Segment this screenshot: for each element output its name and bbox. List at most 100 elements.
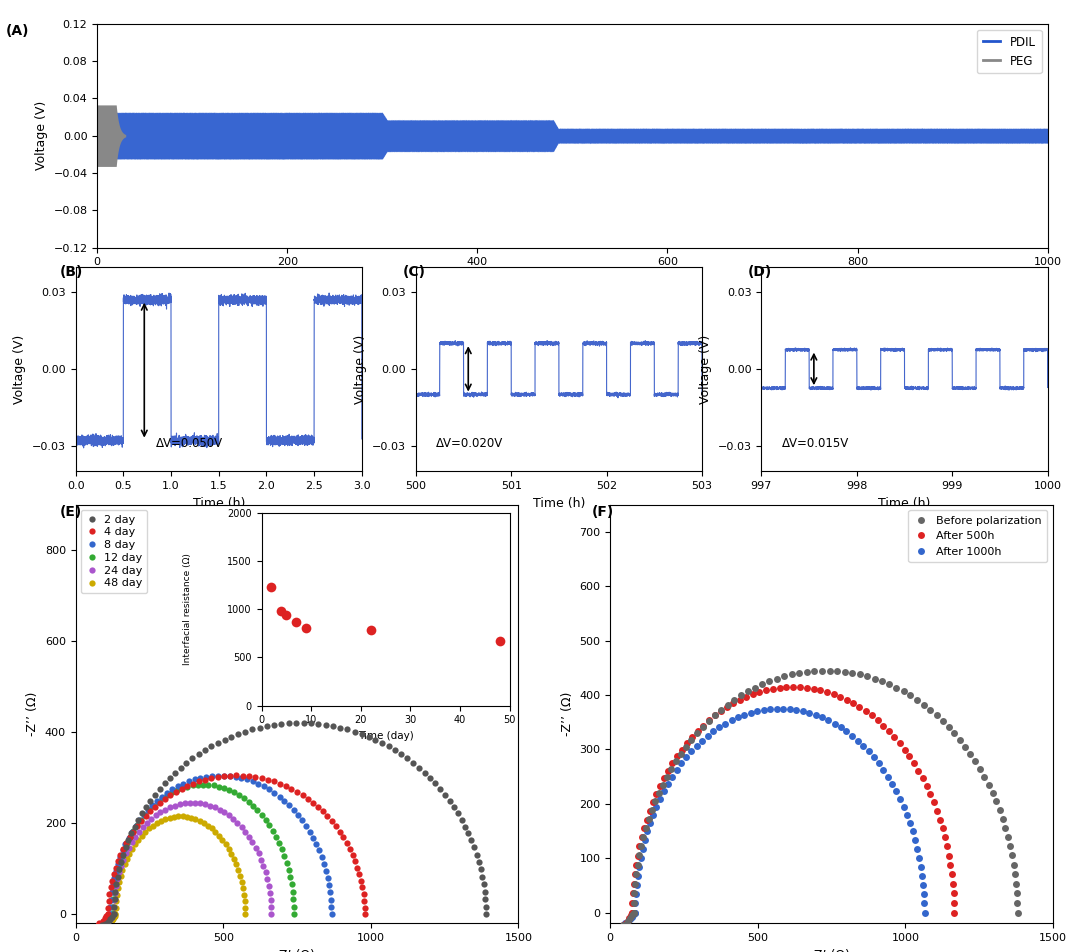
Before polarization — [823, 664, 836, 676]
Line: After 1000h: After 1000h — [608, 705, 928, 946]
Text: (B): (B) — [59, 265, 83, 279]
8 day — [217, 770, 230, 782]
Line: 2 day: 2 day — [87, 720, 489, 944]
8 day — [146, 800, 159, 811]
Before polarization — [604, 942, 617, 952]
4 day — [86, 927, 99, 939]
Before polarization — [617, 920, 630, 931]
After 1000h — [908, 834, 921, 845]
Text: ΔV=0.050V: ΔV=0.050V — [156, 437, 222, 449]
After 500h — [847, 698, 860, 709]
Text: (D): (D) — [747, 265, 771, 279]
Line: 8 day: 8 day — [91, 772, 335, 941]
24 day — [265, 908, 278, 920]
8 day — [92, 925, 105, 937]
Y-axis label: Voltage (V): Voltage (V) — [13, 334, 26, 404]
8 day — [98, 917, 111, 928]
Line: After 500h: After 500h — [608, 684, 958, 951]
Line: 12 day: 12 day — [96, 782, 297, 938]
After 500h — [609, 933, 622, 944]
Y-axis label: Voltage (V): Voltage (V) — [353, 334, 366, 404]
X-axis label: Time (h): Time (h) — [546, 273, 598, 286]
24 day — [100, 916, 113, 927]
X-axis label: Time (h): Time (h) — [192, 497, 245, 509]
12 day — [93, 929, 106, 941]
24 day — [95, 927, 108, 939]
Before polarization — [604, 942, 617, 952]
Before polarization — [617, 923, 630, 935]
Before polarization — [734, 689, 747, 701]
After 1000h — [605, 937, 618, 948]
Legend: 2 day, 4 day, 8 day, 12 day, 24 day, 48 day: 2 day, 4 day, 8 day, 12 day, 24 day, 48 … — [81, 510, 147, 593]
Text: ΔV=0.015V: ΔV=0.015V — [782, 437, 849, 449]
Y-axis label: -Z’’ (Ω): -Z’’ (Ω) — [561, 692, 573, 736]
2 day — [96, 920, 109, 931]
48 day — [104, 915, 117, 926]
8 day — [95, 918, 108, 929]
2 day — [389, 744, 402, 756]
Y-axis label: Voltage (V): Voltage (V) — [35, 101, 48, 170]
8 day — [321, 872, 334, 883]
24 day — [184, 797, 197, 808]
After 500h — [653, 781, 666, 792]
4 day — [346, 849, 359, 861]
Text: ΔV=0.020V: ΔV=0.020V — [436, 437, 503, 449]
12 day — [116, 850, 129, 862]
After 500h — [786, 681, 799, 692]
12 day — [228, 786, 241, 798]
After 500h — [947, 907, 960, 919]
8 day — [325, 902, 338, 913]
After 500h — [612, 928, 625, 940]
4 day — [311, 802, 324, 813]
8 day — [87, 931, 100, 942]
Text: (A): (A) — [5, 24, 29, 38]
48 day — [114, 870, 127, 882]
12 day — [171, 784, 184, 796]
Line: 4 day: 4 day — [87, 772, 368, 941]
After 1000h — [636, 843, 649, 854]
48 day — [225, 848, 238, 860]
48 day — [176, 811, 189, 823]
4 day — [340, 837, 353, 848]
Y-axis label: Voltage (V): Voltage (V) — [699, 334, 712, 404]
4 day — [93, 918, 106, 929]
12 day — [238, 793, 251, 804]
24 day — [227, 813, 240, 824]
8 day — [325, 908, 338, 920]
12 day — [103, 914, 116, 925]
After 1000h — [777, 703, 789, 714]
12 day — [287, 908, 300, 920]
Line: 48 day: 48 day — [102, 813, 248, 933]
48 day — [167, 811, 180, 823]
48 day — [108, 910, 121, 922]
After 500h — [608, 937, 621, 948]
Line: 24 day: 24 day — [98, 800, 274, 936]
After 1000h — [913, 852, 926, 863]
Legend: PDIL, PEG: PDIL, PEG — [976, 30, 1042, 73]
24 day — [98, 921, 111, 932]
Before polarization — [993, 804, 1005, 816]
Y-axis label: -Z’’ (Ω): -Z’’ (Ω) — [26, 692, 39, 736]
4 day — [230, 770, 243, 782]
48 day — [239, 908, 252, 920]
After 500h — [610, 932, 623, 943]
After 500h — [605, 942, 618, 952]
X-axis label: Time (h): Time (h) — [878, 497, 931, 509]
24 day — [188, 797, 201, 808]
Before polarization — [969, 755, 982, 766]
Before polarization — [606, 939, 619, 950]
12 day — [165, 786, 178, 798]
48 day — [102, 919, 114, 930]
4 day — [359, 908, 372, 920]
X-axis label: Z’ (Ω): Z’ (Ω) — [279, 949, 315, 952]
2 day — [94, 922, 107, 934]
X-axis label: Time (h): Time (h) — [532, 497, 585, 509]
After 1000h — [658, 785, 671, 797]
24 day — [117, 854, 130, 865]
12 day — [99, 917, 112, 928]
After 500h — [617, 920, 630, 931]
After 1000h — [696, 735, 708, 746]
2 day — [362, 731, 375, 743]
48 day — [109, 902, 122, 914]
2 day — [89, 930, 102, 942]
